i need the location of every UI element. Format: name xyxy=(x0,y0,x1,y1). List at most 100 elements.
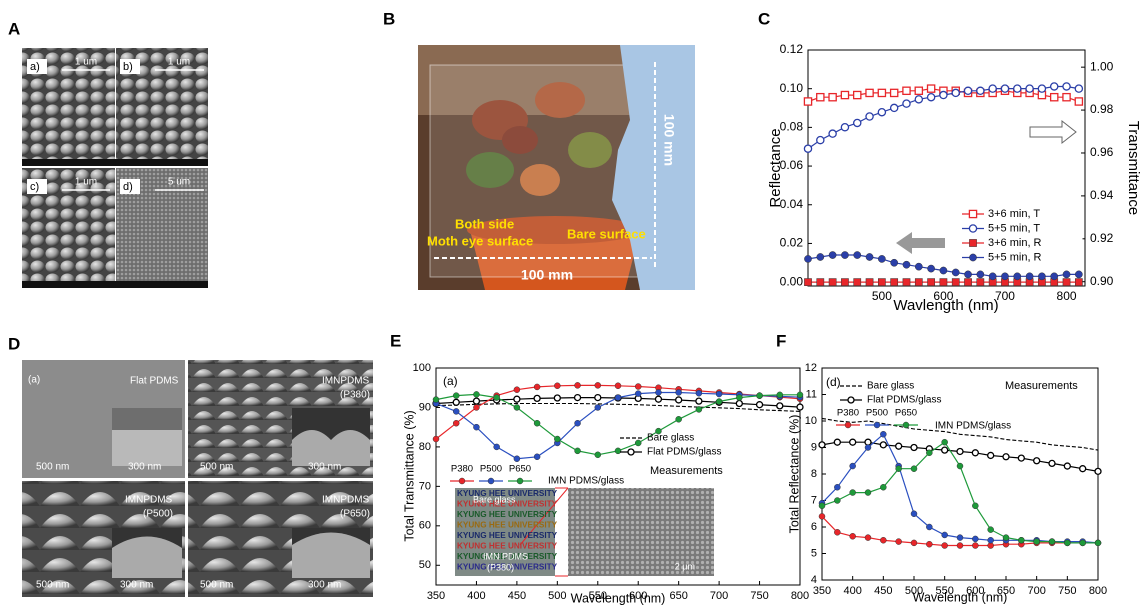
data-point xyxy=(849,533,856,540)
image-label: IMNPDMS xyxy=(322,495,370,506)
data-point xyxy=(452,419,460,427)
data-point xyxy=(976,278,985,286)
data-point xyxy=(634,383,642,390)
data-point xyxy=(988,84,997,93)
x-tick-label: 700 xyxy=(1027,585,1045,597)
inset-label: Bare glass xyxy=(473,494,516,504)
scale-text: 5 um xyxy=(168,177,190,188)
series-line xyxy=(821,417,1099,451)
legend-marker xyxy=(969,239,977,247)
y-tick-label: 11 xyxy=(806,388,817,400)
y-tick-label: 50 xyxy=(419,559,431,571)
data-point xyxy=(654,395,663,403)
legend-label: P380 xyxy=(451,464,473,475)
data-point xyxy=(452,408,460,415)
x-tick-label: 450 xyxy=(508,590,526,602)
photo-label: Moth eye surface xyxy=(427,233,533,248)
data-point xyxy=(818,513,826,520)
data-point xyxy=(1049,92,1059,102)
y-tick-label: 0.08 xyxy=(780,120,804,134)
sem-footer xyxy=(22,281,208,288)
data-point xyxy=(1074,270,1083,279)
dimension-text: 100 mm xyxy=(661,114,677,166)
connector xyxy=(519,487,569,546)
data-point xyxy=(890,258,899,267)
data-point xyxy=(452,398,460,406)
data-point xyxy=(533,419,541,427)
data-point xyxy=(987,451,995,460)
y-tick-label: 10 xyxy=(805,415,817,427)
annotation: (a) xyxy=(443,374,458,388)
data-point xyxy=(976,270,985,279)
y-tick-label: 0.10 xyxy=(780,81,804,95)
data-point xyxy=(513,404,521,411)
legend-label: P500 xyxy=(866,408,888,419)
y-tick-label: 90 xyxy=(419,401,431,413)
data-point xyxy=(910,510,918,517)
data-point xyxy=(473,423,480,431)
data-point xyxy=(715,398,723,405)
x-tick-label: 550 xyxy=(935,585,953,597)
y2-tick-label: 1.00 xyxy=(1090,59,1114,73)
data-point xyxy=(493,394,500,401)
legend-label: P650 xyxy=(509,464,531,475)
data-point xyxy=(964,278,972,286)
data-point xyxy=(865,88,874,98)
axis-arrow xyxy=(896,232,945,254)
data-point xyxy=(755,401,764,409)
data-point xyxy=(841,278,849,286)
data-point xyxy=(910,539,918,547)
data-point xyxy=(926,540,933,548)
data-point xyxy=(452,392,460,399)
legend-marker xyxy=(516,477,524,485)
scale-text: 2 μm xyxy=(675,561,695,571)
data-point xyxy=(914,95,924,104)
scale-text: 500 nm xyxy=(200,462,233,473)
panel-label: F xyxy=(776,331,786,350)
data-point xyxy=(865,112,874,121)
data-point xyxy=(941,438,948,446)
x-tick-label: 700 xyxy=(710,590,728,602)
data-point xyxy=(493,443,500,451)
inset-row-text: KYUNG HEE UNIVERSITY xyxy=(457,521,558,530)
y-tick-label: 6 xyxy=(811,521,817,533)
data-point xyxy=(553,394,561,402)
y-axis-label: Total Transmittance (%) xyxy=(402,410,416,541)
legend-marker xyxy=(487,477,495,485)
data-point xyxy=(878,278,886,286)
x-tick-label: 600 xyxy=(629,590,647,602)
data-point xyxy=(816,92,825,102)
data-point xyxy=(914,278,923,286)
legend-marker xyxy=(873,421,881,429)
data-point xyxy=(594,404,602,411)
data-point xyxy=(634,390,642,397)
data-point xyxy=(1050,272,1059,281)
scale-text: 500 nm xyxy=(36,462,69,473)
data-point xyxy=(841,251,849,259)
dimension-text: 100 mm xyxy=(521,267,573,283)
x-tick-label: 800 xyxy=(1089,585,1107,597)
panel-label: D xyxy=(8,334,20,353)
data-point xyxy=(956,447,964,456)
data-point xyxy=(902,260,911,269)
data-point xyxy=(804,255,812,263)
y2-axis-label: Transmittance xyxy=(1125,121,1142,215)
x-tick-label: 650 xyxy=(669,590,687,602)
data-point xyxy=(939,266,948,275)
data-point xyxy=(1062,270,1071,279)
y-tick-label: 0.06 xyxy=(780,158,804,172)
data-point xyxy=(972,502,979,510)
data-point xyxy=(1094,539,1102,547)
y2-tick-label: 0.96 xyxy=(1090,145,1114,159)
data-point xyxy=(941,531,948,539)
inset-sem xyxy=(568,488,714,576)
legend-label: 3+6 min, T xyxy=(988,208,1040,220)
legend-label: Bare glass xyxy=(647,433,694,444)
scale-text: 1 um xyxy=(168,57,190,68)
data-point xyxy=(796,403,804,411)
data-point xyxy=(927,264,935,273)
inset-row-text: KYUNG HEE UNIVERSITY xyxy=(457,489,558,498)
data-point xyxy=(796,391,804,399)
data-point xyxy=(889,88,899,98)
